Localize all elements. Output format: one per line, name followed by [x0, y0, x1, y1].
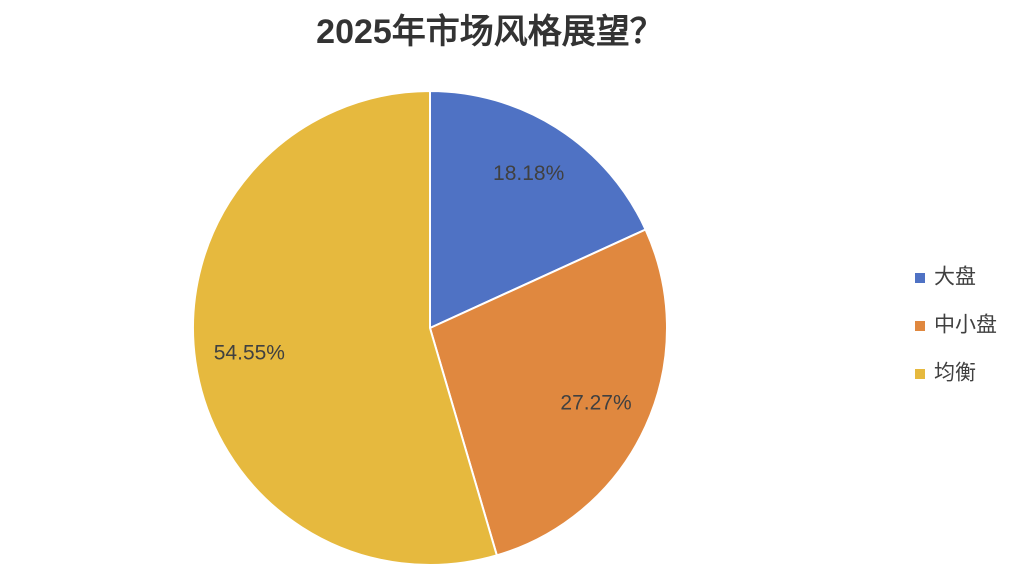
legend-label: 均衡 [934, 362, 976, 385]
legend-swatch [915, 369, 925, 379]
pie-slice [428, 228, 669, 557]
legend-label: 中小盘 [934, 314, 997, 337]
data-label: 54.55% [214, 342, 285, 365]
data-label: 27.27% [560, 391, 631, 414]
legend-label: 大盘 [934, 266, 976, 289]
legend-swatch [915, 273, 925, 283]
pie-slice [192, 89, 499, 566]
legend-swatch [915, 321, 925, 331]
chart-title: 2025年市场风格展望？ [316, 12, 664, 51]
data-label: 18.18% [493, 162, 564, 185]
pie-slice [429, 89, 647, 330]
